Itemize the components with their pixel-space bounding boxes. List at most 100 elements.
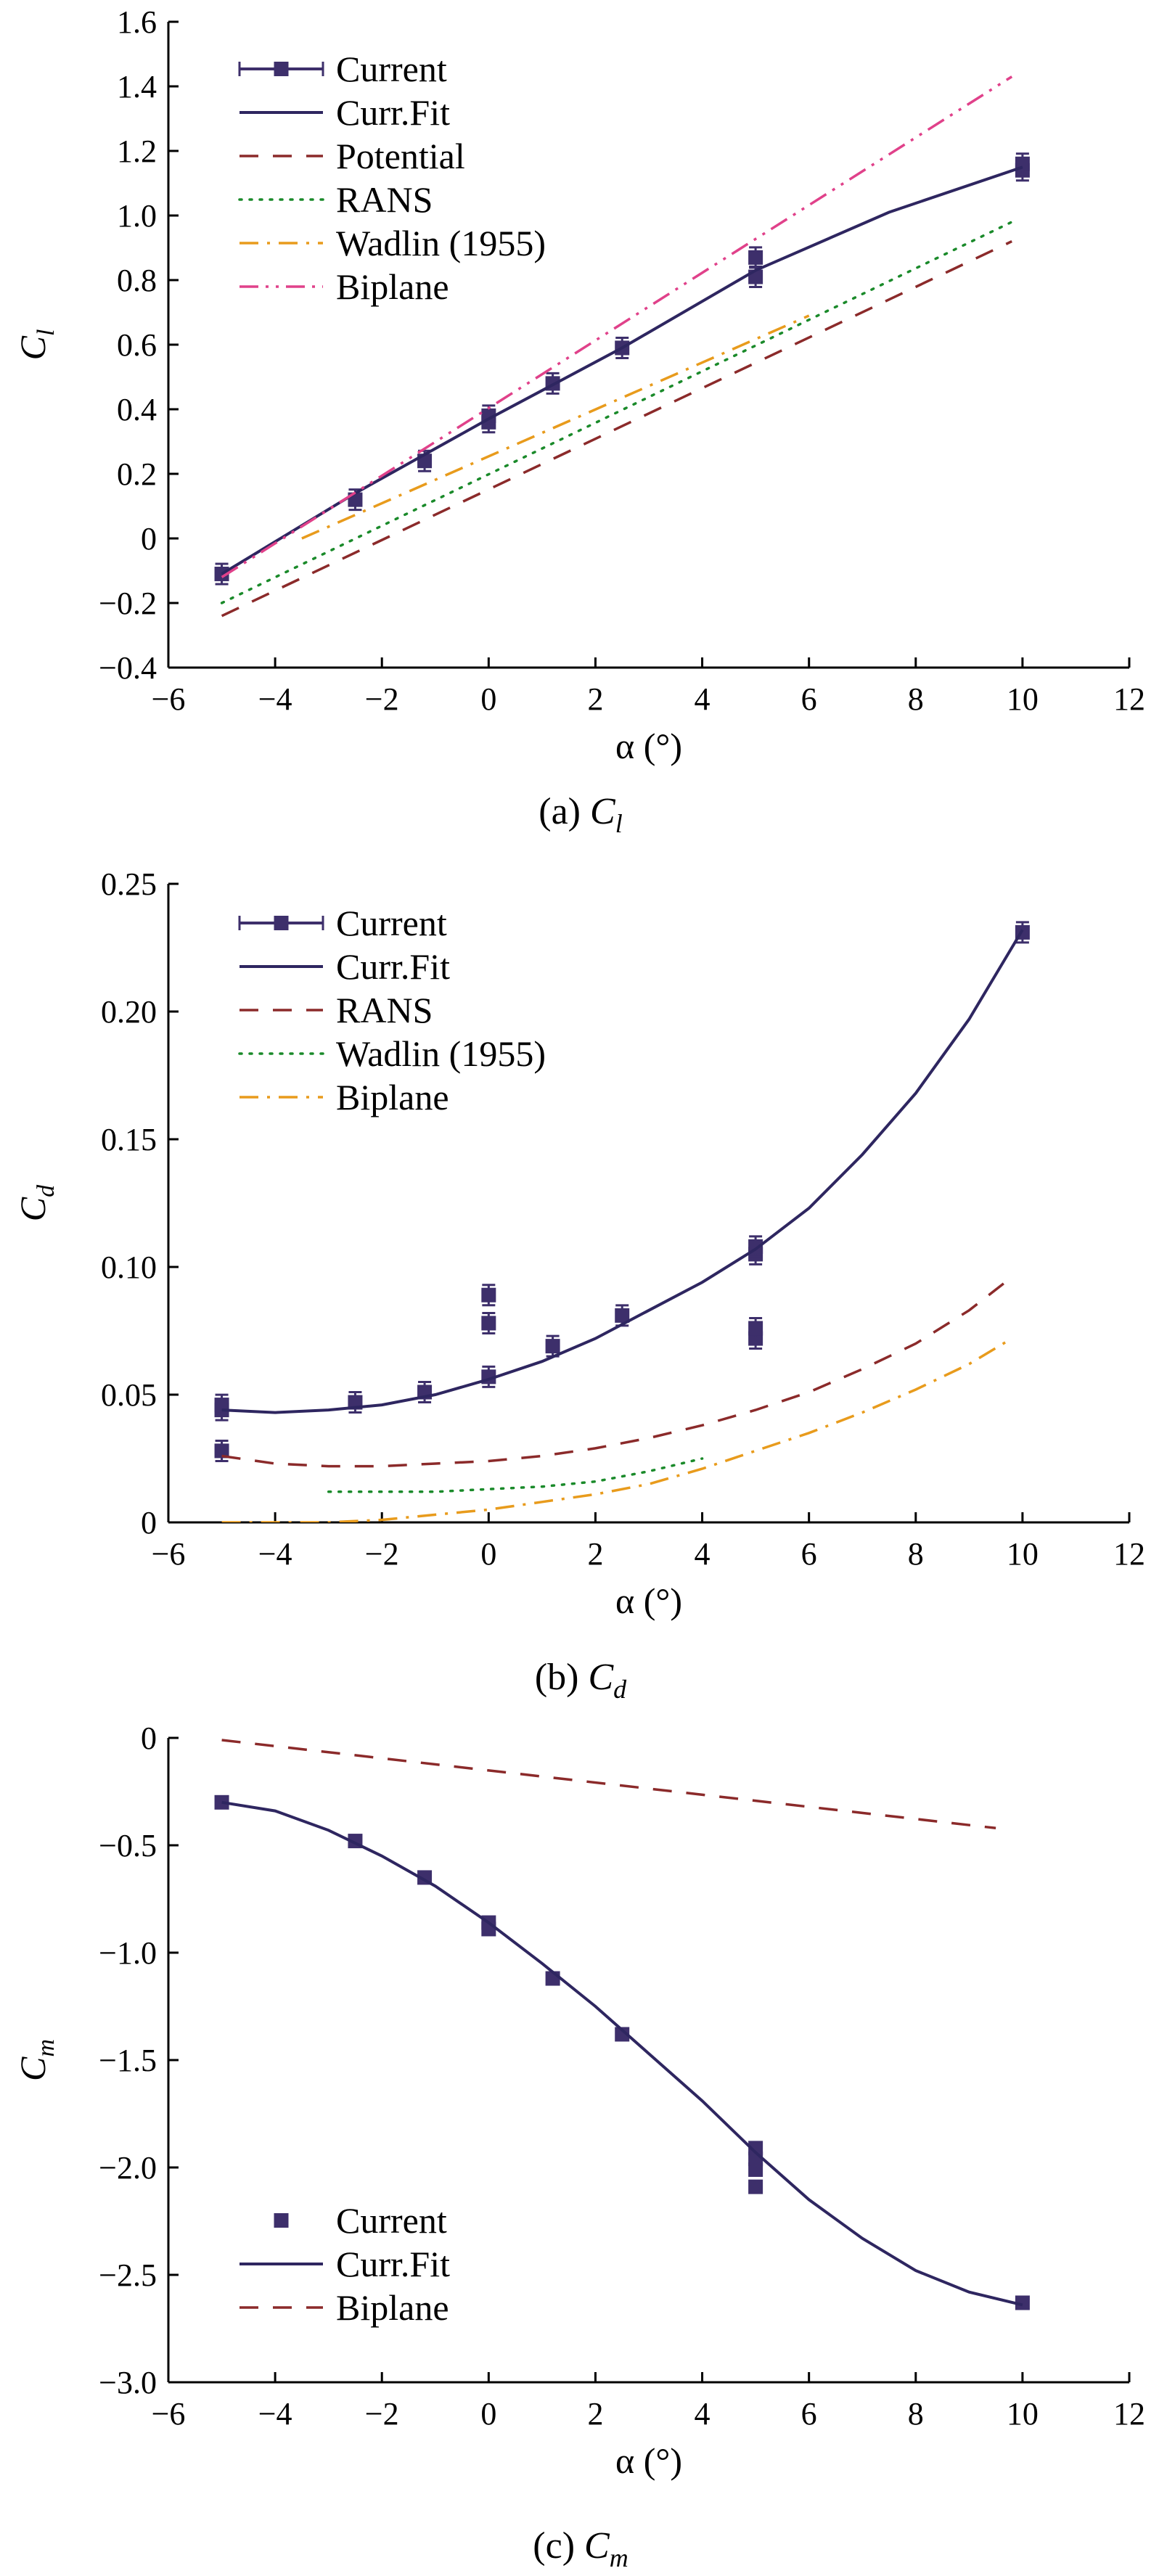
data-point-marker (615, 2027, 630, 2042)
y-tick-label: 0.8 (117, 263, 157, 298)
y-axis-label-sub: l (33, 329, 60, 336)
y-tick-label: −2.5 (99, 2257, 157, 2293)
y-tick-label: 0.10 (101, 1250, 157, 1285)
y-tick-label: −0.2 (99, 586, 157, 621)
x-tick-label: 8 (908, 2396, 924, 2432)
x-tick-label: 12 (1113, 681, 1145, 717)
legend-label: RANS (336, 179, 433, 220)
series-line-biplane (221, 1739, 996, 1830)
y-axis-label: Cd (12, 1184, 60, 1221)
series-line-biplane (221, 75, 1013, 578)
legend-label: Wadlin (1955) (336, 1033, 546, 1074)
x-tick-label: 2 (587, 681, 603, 717)
y-axis-label: Cl (12, 329, 60, 361)
legend-label: Potential (336, 136, 465, 176)
legend-label: Biplane (336, 2287, 449, 2328)
data-point-marker (214, 1794, 229, 1810)
y-tick-label: 0 (141, 521, 157, 557)
x-tick-label: −6 (152, 2396, 186, 2432)
y-tick-label: −1.0 (99, 1935, 157, 1971)
x-tick-label: 10 (1007, 1536, 1039, 1572)
legend-swatch-marker (274, 916, 289, 930)
legend-label: Current (336, 49, 447, 89)
y-axis-label-main: C (12, 2056, 53, 2081)
data-point-marker (748, 2162, 763, 2177)
x-tick-label: 6 (801, 1536, 817, 1572)
series-line-curr-fit (221, 1800, 1023, 2307)
y-tick-label: 0 (141, 1720, 157, 1756)
x-tick-label: −2 (365, 1536, 399, 1572)
legend-label: Curr.Fit (336, 946, 450, 987)
x-tick-label: −4 (258, 681, 292, 717)
x-axis-label: α (°) (615, 1580, 682, 1621)
data-point-marker (214, 1443, 229, 1459)
y-tick-label: −2.0 (99, 2150, 157, 2186)
y-tick-label: 0 (141, 1505, 157, 1541)
data-point-marker (481, 1316, 496, 1331)
y-axis-label-sub: m (33, 2039, 60, 2057)
x-tick-label: 2 (587, 1536, 603, 1572)
caption-main: C (584, 2525, 610, 2567)
panel-caption: (b) Cd (535, 1657, 627, 1704)
legend-label: Current (336, 903, 447, 943)
caption-prefix: (b) (535, 1657, 589, 1698)
series-line-wadlin-1955- (327, 1457, 704, 1493)
x-tick-label: 0 (480, 2396, 496, 2432)
panel-cm: −6 −4 −2 0 2 4 6 8 10 12 −3.0 −2.5 −2.0 −1.5 −1.0 −0.5 0… (12, 1720, 1145, 2572)
data-point-marker (1015, 2295, 1030, 2310)
data-point-marker (748, 2179, 763, 2194)
x-tick-label: 12 (1113, 1536, 1145, 1572)
y-axis-label-sub: d (33, 1184, 60, 1197)
y-tick-label: 0.15 (101, 1122, 157, 1157)
caption-sub: d (613, 1675, 627, 1704)
x-tick-label: 8 (908, 1536, 924, 1572)
x-tick-label: 10 (1007, 2396, 1039, 2432)
y-tick-label: 1.6 (117, 4, 157, 40)
x-tick-label: −6 (152, 1536, 186, 1572)
x-tick-label: 0 (480, 1536, 496, 1572)
data-point-marker (481, 1287, 496, 1303)
caption-prefix: (c) (533, 2525, 584, 2567)
legend-label: Wadlin (1955) (336, 223, 546, 263)
x-axis-label: α (°) (615, 2440, 682, 2481)
x-tick-label: 4 (695, 2396, 711, 2432)
x-axis-label: α (°) (615, 726, 682, 766)
caption-sub: l (615, 809, 623, 838)
x-tick-label: −4 (258, 1536, 292, 1572)
y-tick-label: 0.25 (101, 866, 157, 902)
caption-prefix: (a) (539, 791, 590, 832)
y-tick-label: 1.0 (117, 198, 157, 234)
legend-label: Biplane (336, 1077, 449, 1117)
y-tick-label: 0.4 (117, 392, 157, 427)
y-axis-label-main: C (12, 335, 53, 360)
y-tick-label: 0.05 (101, 1377, 157, 1413)
panel-caption: (c) Cm (533, 2525, 628, 2572)
legend-swatch-marker (274, 2213, 289, 2228)
x-tick-label: 8 (908, 681, 924, 717)
x-tick-label: 4 (695, 1536, 711, 1572)
y-tick-label: −1.5 (99, 2043, 157, 2078)
caption-main: C (588, 1657, 614, 1698)
x-tick-label: 4 (695, 681, 711, 717)
x-tick-label: 12 (1113, 2396, 1145, 2432)
x-tick-label: −2 (365, 2396, 399, 2432)
x-tick-label: 6 (801, 2396, 817, 2432)
series-line-biplane (221, 1337, 1013, 1522)
data-point-marker (214, 1398, 229, 1413)
x-tick-label: 2 (587, 2396, 603, 2432)
x-tick-label: 0 (480, 681, 496, 717)
series-line-rans (220, 221, 1013, 604)
caption-sub: m (610, 2543, 628, 2572)
y-tick-label: −0.5 (99, 1828, 157, 1863)
series-line-wadlin-1955- (301, 314, 810, 540)
y-tick-label: 1.4 (117, 69, 157, 104)
caption-main: C (590, 791, 616, 832)
series-line-potential (221, 240, 1012, 618)
panel-cd: −6 −4 −2 0 2 4 6 8 10 12 0 0.05 0.10 0.15 0.20 0.25 α (°… (12, 866, 1145, 1704)
panel-caption: (a) Cl (539, 791, 622, 838)
y-axis-label-main: C (12, 1197, 53, 1221)
x-tick-label: 6 (801, 681, 817, 717)
y-tick-label: 0.20 (101, 994, 157, 1030)
data-point-marker (748, 1321, 763, 1336)
